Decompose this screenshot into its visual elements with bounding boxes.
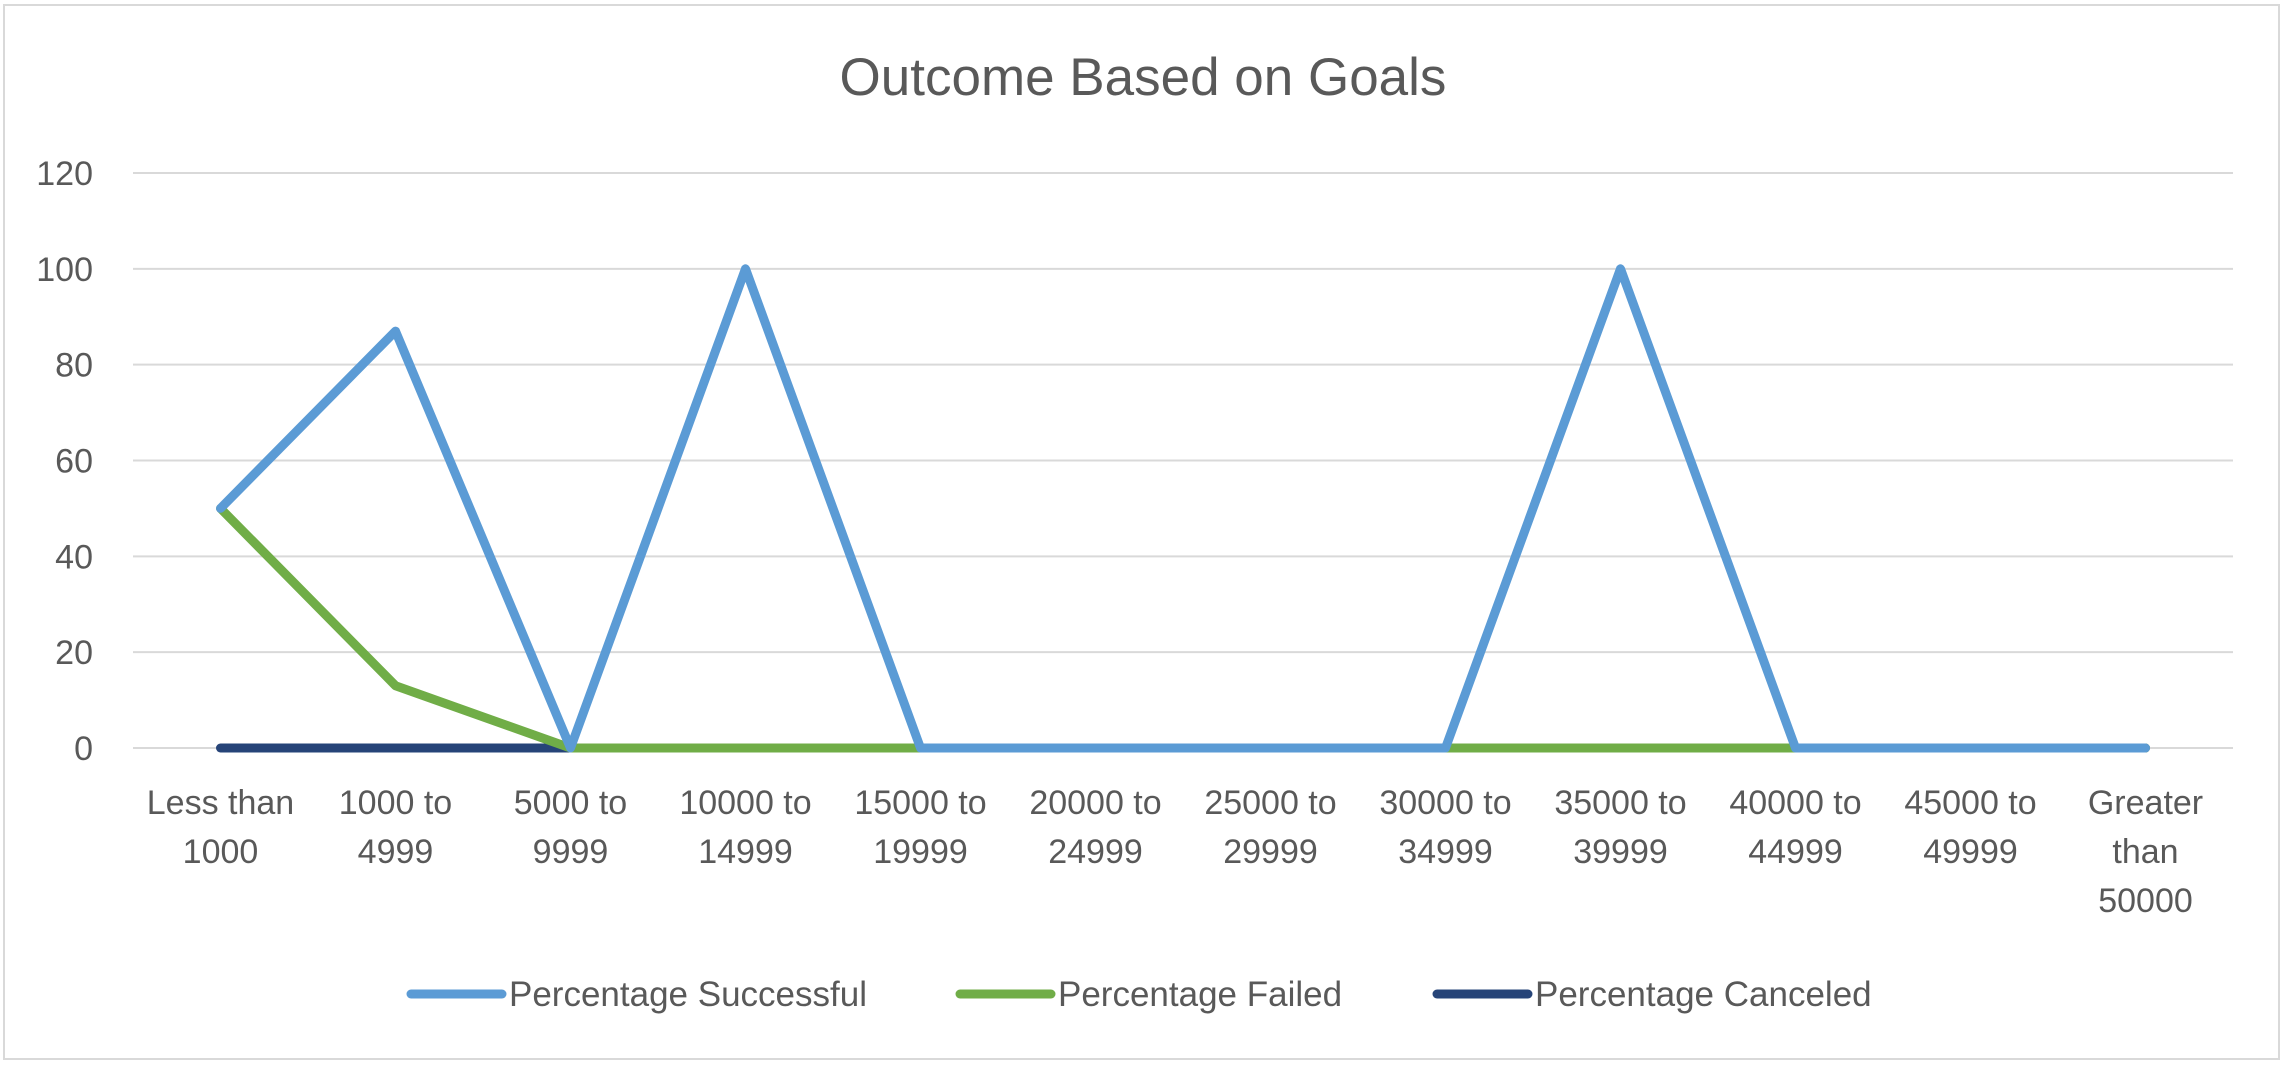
x-tick-label: 10000 to 14999 <box>679 784 811 871</box>
y-tick-label: 100 <box>36 251 93 289</box>
legend: Percentage Successful Percentage Failed Pe… <box>406 975 1872 1014</box>
x-tick-label: Less than 1000 <box>147 784 294 871</box>
x-tick-label: 30000 to 34999 <box>1379 784 1511 871</box>
legend-label: Percentage Canceled <box>1535 975 1872 1014</box>
series-line <box>216 503 2150 753</box>
x-tick-label: 40000 to 44999 <box>1729 784 1861 871</box>
chart-frame <box>3 4 2280 1060</box>
series-line <box>216 264 2150 753</box>
y-tick-label: 80 <box>55 347 93 385</box>
x-tick-label: 35000 to 39999 <box>1554 784 1686 871</box>
y-tick-label: 0 <box>74 730 93 768</box>
chart-title: Outcome Based on Goals <box>840 48 1447 107</box>
x-axis-ticks: Less than 1000 1000 to 4999 5000 to 9999 10000… <box>147 784 2203 920</box>
x-tick-label: 25000 to 29999 <box>1204 784 1336 871</box>
y-tick-label: 20 <box>55 634 93 672</box>
y-tick-label: 40 <box>55 538 93 576</box>
x-tick-label: 20000 to 24999 <box>1029 784 1161 871</box>
y-tick-label: 60 <box>55 443 93 481</box>
x-tick-label: 5000 to 9999 <box>514 784 627 871</box>
x-tick-label: 15000 to 19999 <box>854 784 986 871</box>
x-tick-label: Greater than 50000 <box>2088 784 2203 920</box>
x-tick-label: 45000 to 49999 <box>1904 784 2036 871</box>
y-axis-ticks: 0 20 40 60 80 100 120 <box>36 155 93 768</box>
series-lines <box>216 264 2150 753</box>
y-tick-label: 120 <box>36 155 93 193</box>
legend-label: Percentage Failed <box>1058 975 1342 1014</box>
x-tick-label: 1000 to 4999 <box>339 784 452 871</box>
legend-label: Percentage Successful <box>509 975 867 1014</box>
